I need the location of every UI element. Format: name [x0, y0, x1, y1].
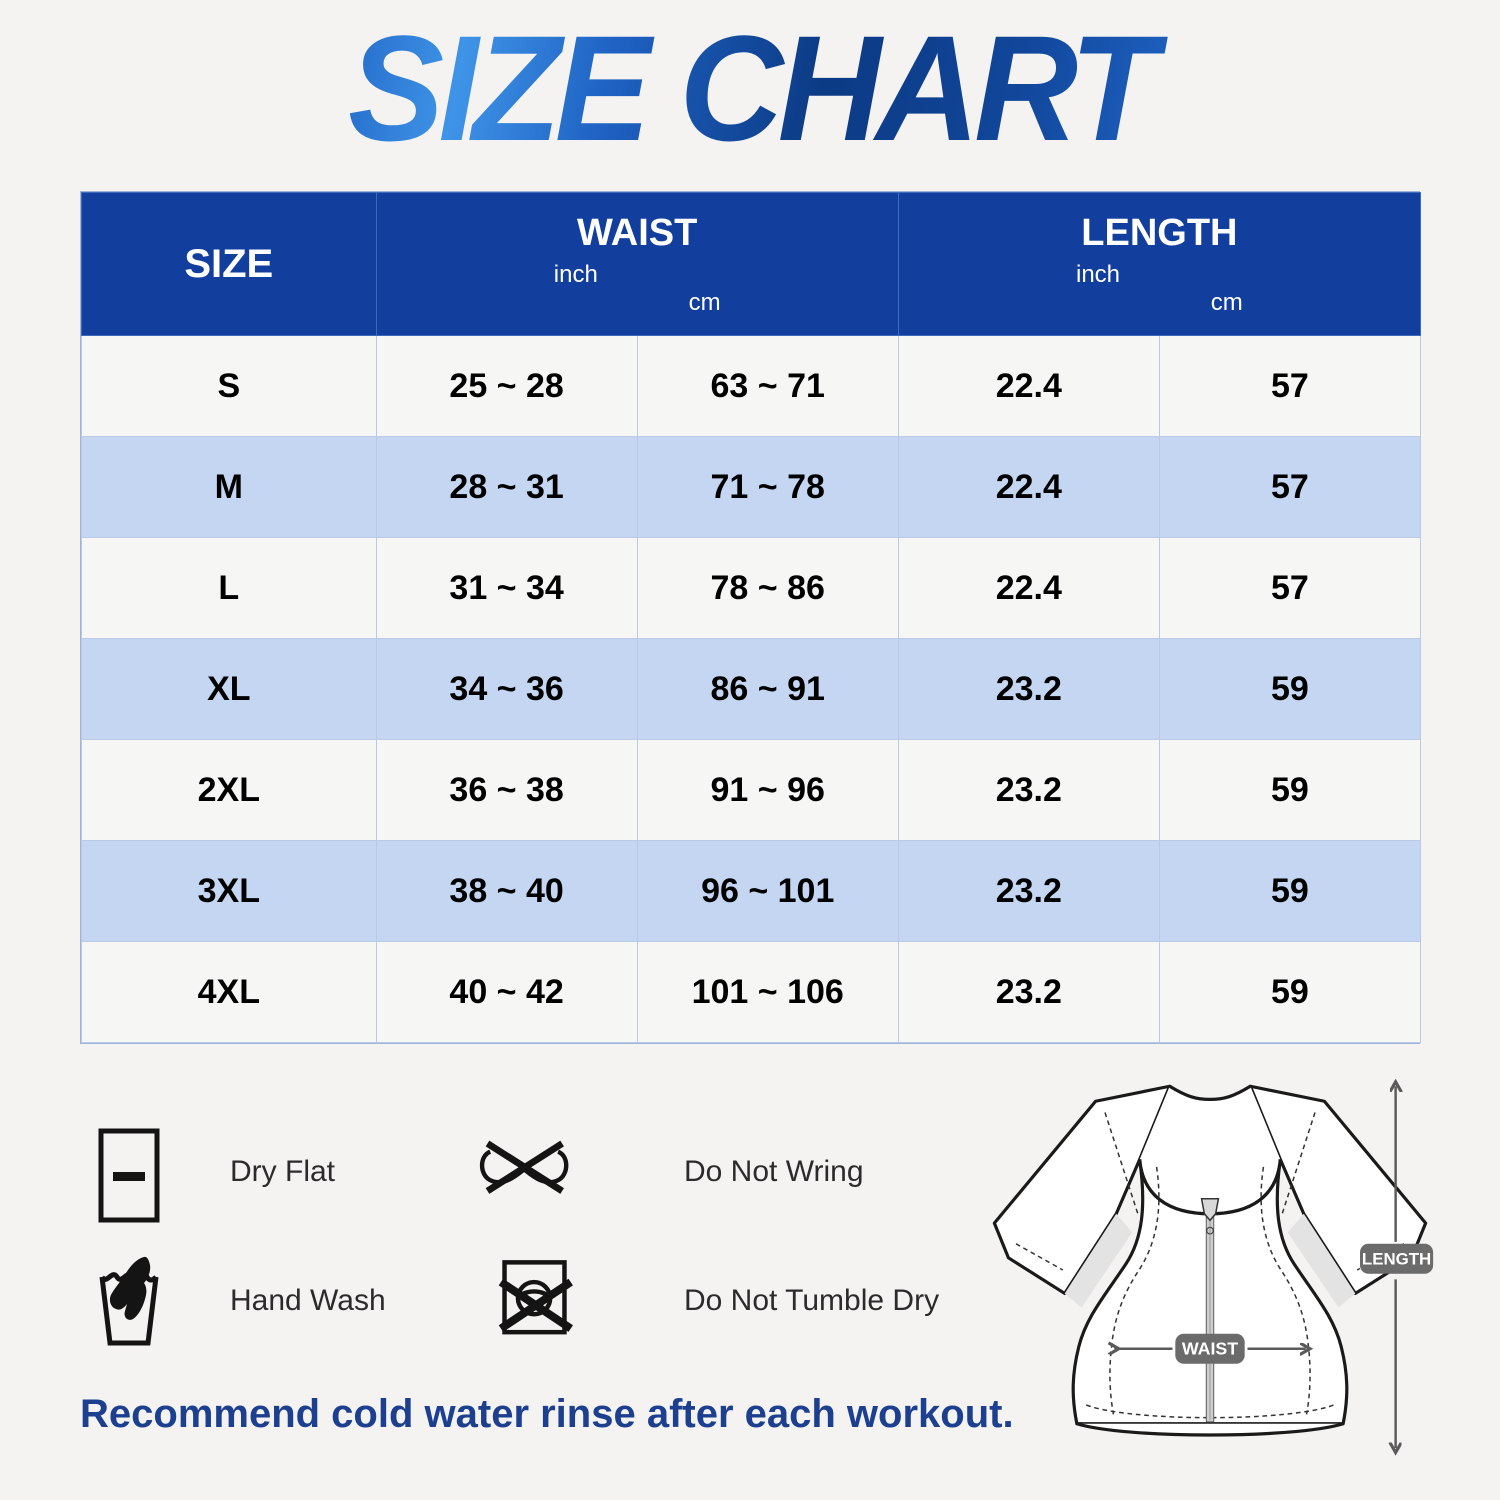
svg-text:LENGTH: LENGTH	[1362, 1249, 1431, 1268]
svg-text:WAIST: WAIST	[1182, 1338, 1238, 1358]
